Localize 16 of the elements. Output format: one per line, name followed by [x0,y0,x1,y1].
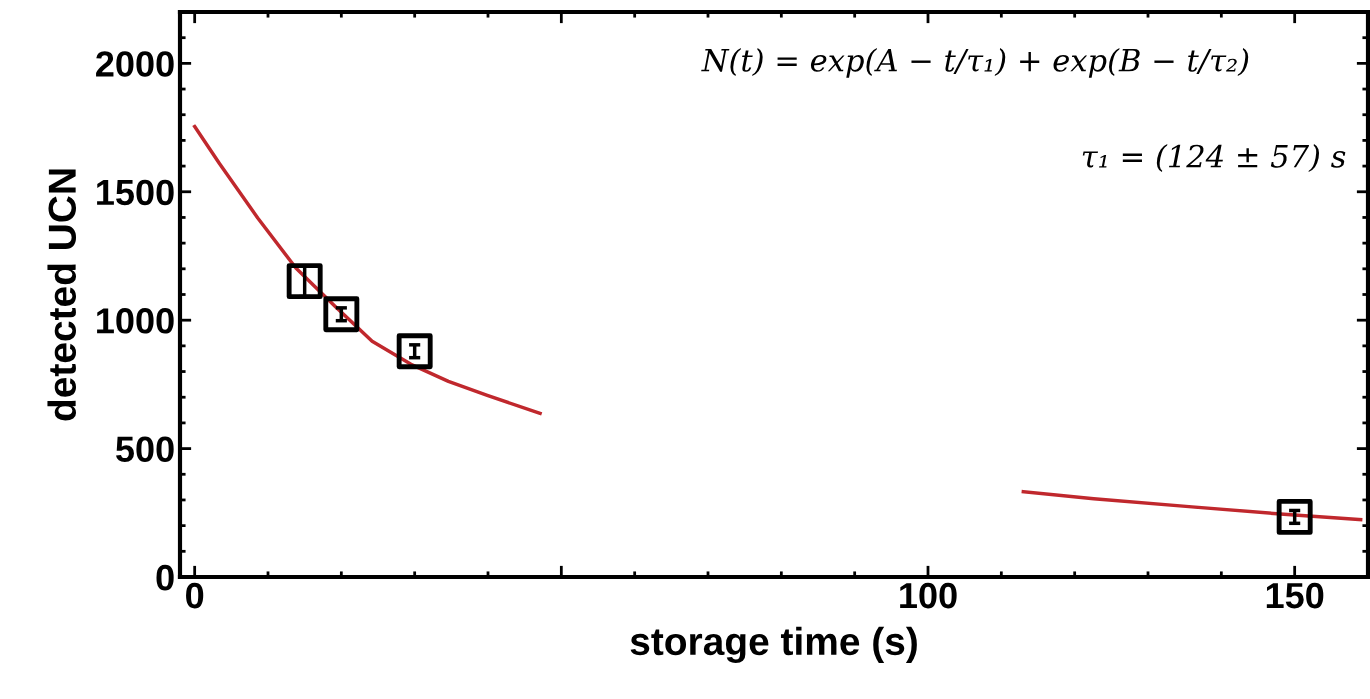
x-tick-label: 150 [1266,582,1324,609]
y-tick-label: 0 [156,564,174,591]
y-tick-label: 2000 [96,51,174,77]
y-tick-label: 1500 [97,179,174,206]
y-tick-label: 500 [116,436,174,463]
x-tick-label: 0 [186,582,204,609]
point [323,296,360,333]
y-axis-title: detected UCN [47,169,77,421]
annotation: τ₁ = (124 ± 57) s [1082,144,1346,173]
point [286,263,323,300]
x-axis-title: storage time (s) [630,626,917,664]
point [1276,498,1313,535]
point [396,333,433,370]
y-tick-label: 1000 [97,308,174,334]
x-tick-label: 100 [900,582,957,609]
annotation: N(t) = exp(A − t/τ₁) + exp(B − t/τ₂) [701,48,1249,78]
